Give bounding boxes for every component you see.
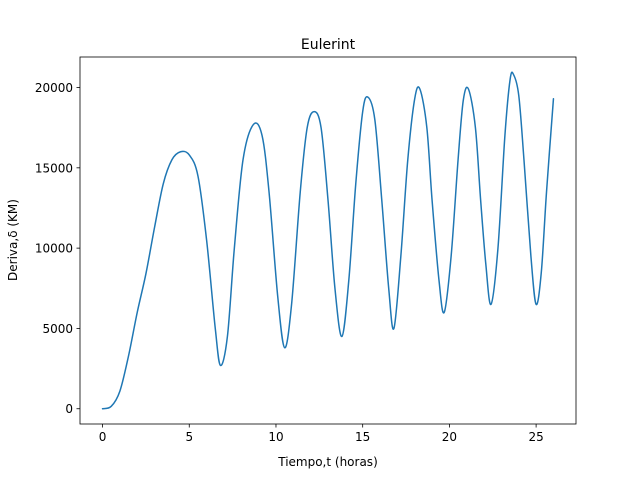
y-tick-label: 0 [65,402,73,416]
series-line [101,71,555,410]
x-tick-label: 15 [355,430,370,444]
x-tick-label: 5 [185,430,193,444]
y-tick-label: 5000 [42,322,73,336]
y-axis-label: Deriva,δ (KM) [6,199,20,281]
x-tick-label: 0 [99,430,107,444]
x-tick-label: 20 [442,430,457,444]
y-tick-label: 10000 [35,242,73,256]
chart-title: Eulerint [301,37,356,53]
x-axis-label: Tiempo,t (horas) [277,455,378,469]
plot-frame [79,56,577,425]
y-tick-label: 15000 [35,161,73,175]
y-tick-label: 20000 [35,81,73,95]
x-ticks: 0 5 10 15 20 25 [99,424,544,444]
x-tick-label: 10 [268,430,283,444]
y-ticks: 0 5000 10000 15000 20000 [35,81,80,416]
series-layer [101,71,555,410]
plot-background [80,57,576,424]
x-tick-label: 25 [528,430,543,444]
